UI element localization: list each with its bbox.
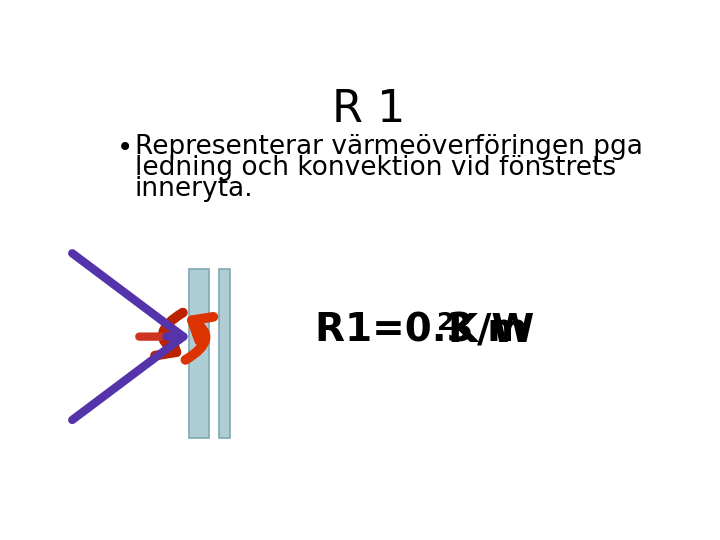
Bar — [220, 269, 230, 438]
Text: K/W: K/W — [447, 312, 534, 349]
Text: inneryta.: inneryta. — [135, 176, 253, 201]
FancyArrowPatch shape — [186, 317, 213, 360]
Text: ledning och konvektion vid fönstrets: ledning och konvektion vid fönstrets — [135, 155, 616, 181]
Text: •: • — [117, 134, 133, 162]
Text: R1=0.3 m: R1=0.3 m — [315, 312, 528, 349]
Text: R 1: R 1 — [333, 88, 405, 131]
Text: Representerar värmeöverföringen pga: Representerar värmeöverföringen pga — [135, 134, 643, 160]
FancyArrowPatch shape — [155, 313, 183, 356]
Text: 2: 2 — [437, 310, 454, 335]
Bar — [189, 269, 209, 438]
